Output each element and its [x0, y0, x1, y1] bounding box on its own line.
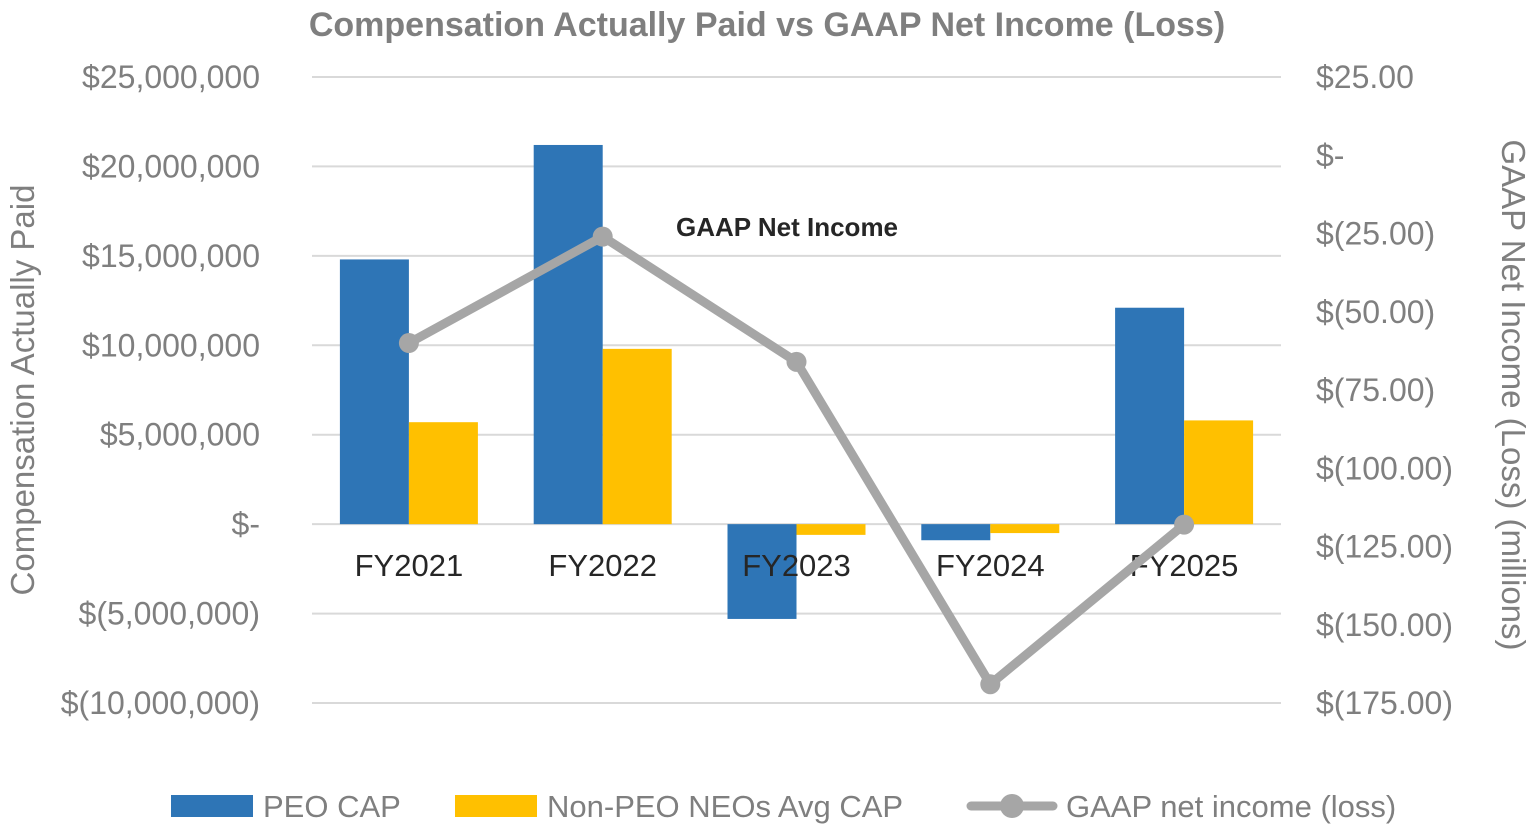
legend-label-2: GAAP net income (loss): [1066, 789, 1396, 824]
right-tick-label: $(100.00): [1316, 450, 1453, 486]
net-income-point-fy2021: [398, 333, 419, 354]
category-label-fy2021: FY2021: [355, 548, 464, 583]
legend-swatch-0: [171, 795, 253, 817]
right-tick-label: $25.00: [1316, 59, 1414, 95]
chart-title: Compensation Actually Paid vs GAAP Net I…: [309, 6, 1225, 44]
left-axis-title: Compensation Actually Paid: [4, 185, 41, 596]
right-tick-label: $-: [1316, 137, 1344, 173]
legend-swatch-1: [455, 795, 537, 817]
net-income-point-fy2023: [786, 351, 807, 372]
non-peo-cap-bar-fy2025: [1184, 420, 1254, 525]
net-income-point-fy2024: [980, 674, 1001, 695]
legend-label-0: PEO CAP: [263, 789, 401, 824]
non-peo-cap-bar-fy2024: [990, 524, 1060, 534]
peo-cap-bar-fy2023: [727, 524, 797, 619]
non-peo-cap-bar-fy2021: [408, 422, 478, 525]
peo-cap-bar-fy2022: [533, 144, 603, 525]
bars: [339, 144, 1254, 619]
net-income-point-fy2025: [1174, 514, 1195, 535]
right-axis-ticks: $25.00 $- $(25.00) $(50.00) $(75.00) $(100.00…: [1316, 59, 1453, 721]
net-income-line: [398, 226, 1195, 695]
left-tick-label: $10,000,000: [82, 327, 260, 363]
left-tick-label: $20,000,000: [82, 148, 260, 184]
legend-label-1: Non-PEO NEOs Avg CAP: [547, 789, 903, 824]
right-tick-label: $(25.00): [1316, 216, 1435, 252]
peo-cap-bar-fy2021: [339, 259, 409, 525]
non-peo-cap-bar-fy2022: [602, 348, 672, 525]
right-tick-label: $(75.00): [1316, 372, 1435, 408]
left-tick-label: $(10,000,000): [61, 685, 260, 721]
left-tick-label: $5,000,000: [100, 417, 260, 453]
right-tick-label: $(50.00): [1316, 294, 1435, 330]
left-tick-label: $15,000,000: [82, 238, 260, 274]
right-tick-label: $(175.00): [1316, 685, 1453, 721]
net-income-point-fy2022: [592, 226, 613, 247]
left-tick-label: $-: [232, 506, 260, 542]
right-tick-label: $(125.00): [1316, 529, 1453, 565]
category-labels: FY2021 FY2022 FY2023 FY2024 FY2025: [355, 548, 1239, 583]
left-tick-label: $25,000,000: [82, 59, 260, 95]
non-peo-cap-bar-fy2023: [796, 524, 866, 535]
right-tick-label: $(150.00): [1316, 607, 1453, 643]
category-label-fy2023: FY2023: [742, 548, 851, 583]
left-tick-label: $(5,000,000): [79, 596, 260, 632]
category-label-fy2024: FY2024: [936, 548, 1045, 583]
gaap-annotation: GAAP Net Income: [676, 212, 898, 242]
left-axis-ticks: $25,000,000 $20,000,000 $15,000,000 $10,000…: [61, 59, 260, 721]
legend-marker: [1000, 794, 1024, 818]
peo-cap-bar-fy2025: [1115, 307, 1185, 525]
legend: PEO CAP Non-PEO NEOs Avg CAP GAAP net inco…: [171, 789, 1396, 824]
peo-cap-bar-fy2024: [921, 524, 991, 541]
category-label-fy2022: FY2022: [548, 548, 657, 583]
right-axis-title: GAAP Net Income (Loss) (millions): [1495, 139, 1532, 650]
